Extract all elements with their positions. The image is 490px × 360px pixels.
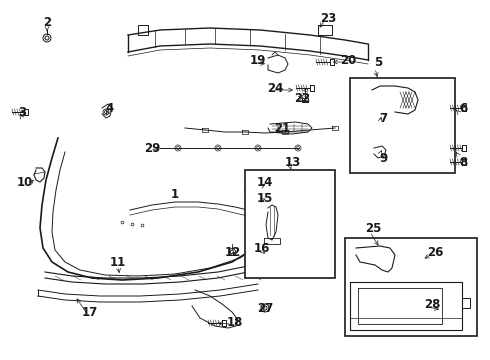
- Text: 21: 21: [274, 122, 290, 135]
- Text: 11: 11: [110, 256, 126, 269]
- Text: 4: 4: [106, 102, 114, 114]
- Text: 20: 20: [340, 54, 356, 67]
- Text: 8: 8: [459, 156, 467, 168]
- Text: 14: 14: [257, 176, 273, 189]
- Text: 1: 1: [171, 189, 179, 202]
- Text: 18: 18: [227, 315, 243, 328]
- Text: 25: 25: [365, 221, 381, 234]
- Text: 7: 7: [379, 112, 387, 125]
- Text: 3: 3: [18, 107, 26, 120]
- Text: 28: 28: [424, 298, 440, 311]
- Bar: [245, 170, 335, 278]
- Text: 23: 23: [320, 12, 336, 24]
- Text: 9: 9: [379, 152, 387, 165]
- Text: 15: 15: [257, 192, 273, 204]
- Text: 17: 17: [82, 306, 98, 319]
- Text: 26: 26: [427, 246, 443, 258]
- Bar: [345, 238, 477, 336]
- Text: 13: 13: [285, 156, 301, 168]
- Text: 6: 6: [459, 102, 467, 114]
- Text: 16: 16: [254, 242, 270, 255]
- Bar: [350, 78, 455, 173]
- Text: 29: 29: [144, 141, 160, 154]
- Text: 12: 12: [225, 246, 241, 258]
- Text: 19: 19: [250, 54, 266, 67]
- Text: 27: 27: [257, 302, 273, 315]
- Text: 24: 24: [267, 81, 283, 94]
- Text: 10: 10: [17, 175, 33, 189]
- Text: 2: 2: [43, 15, 51, 28]
- Text: 22: 22: [294, 91, 310, 104]
- Text: 5: 5: [374, 55, 382, 68]
